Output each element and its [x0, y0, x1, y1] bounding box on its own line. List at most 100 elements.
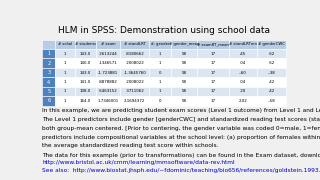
- Text: 3: 3: [47, 70, 50, 75]
- Text: predictors include compositional variables at the school level: (a) proportion o: predictors include compositional variabl…: [43, 135, 320, 140]
- Text: See also:  http://www.biostat.jhsph.edu/~fdominic/teaching/bio656/references/gol: See also: http://www.biostat.jhsph.edu/~…: [43, 168, 320, 173]
- Bar: [121, 40, 149, 49]
- Text: 108.0: 108.0: [80, 89, 91, 93]
- Text: 58: 58: [181, 61, 186, 65]
- Text: -.38: -.38: [268, 71, 275, 75]
- Bar: [149, 40, 171, 49]
- Text: 1: 1: [64, 71, 67, 75]
- Text: 5: 5: [47, 89, 50, 94]
- Text: .42: .42: [268, 80, 274, 84]
- Bar: [149, 87, 171, 96]
- Text: 141.0: 141.0: [80, 80, 91, 84]
- Text: 58: 58: [181, 89, 186, 93]
- Bar: [228, 87, 257, 96]
- Bar: [121, 58, 149, 68]
- Text: The data for this example (prior to transformations) can be found in the Exam da: The data for this example (prior to tran…: [43, 153, 320, 158]
- Text: .2008022: .2008022: [125, 80, 144, 84]
- Bar: [43, 87, 55, 96]
- Text: 17: 17: [210, 80, 215, 84]
- Bar: [121, 77, 149, 87]
- Text: 1: 1: [158, 80, 161, 84]
- Text: .1346571: .1346571: [99, 61, 117, 65]
- Text: 17: 17: [210, 99, 215, 103]
- Text: 2.1694372: 2.1694372: [124, 99, 145, 103]
- Bar: [43, 77, 55, 87]
- Bar: [55, 68, 76, 77]
- Bar: [228, 96, 257, 106]
- Bar: [96, 49, 121, 58]
- Bar: [197, 58, 228, 68]
- Text: 17: 17: [210, 71, 215, 75]
- Text: .04: .04: [240, 61, 246, 65]
- Bar: [55, 49, 76, 58]
- Bar: [76, 96, 96, 106]
- Text: .45: .45: [240, 52, 246, 56]
- Text: 0: 0: [158, 99, 161, 103]
- Text: 2: 2: [47, 61, 50, 66]
- Bar: [121, 68, 149, 77]
- Bar: [43, 96, 55, 106]
- Bar: [76, 87, 96, 96]
- Bar: [55, 40, 76, 49]
- Text: 17: 17: [210, 52, 215, 56]
- Text: 1: 1: [64, 61, 67, 65]
- Bar: [197, 77, 228, 87]
- Text: 1: 1: [47, 51, 50, 56]
- Text: .62: .62: [268, 61, 274, 65]
- Text: 4: 4: [47, 80, 50, 85]
- Text: 1: 1: [64, 80, 67, 84]
- Text: In this example, we are predicting student exam scores (Level 1 outcome) from Le: In this example, we are predicting stude…: [43, 108, 320, 113]
- Bar: [197, 96, 228, 106]
- Bar: [121, 87, 149, 96]
- Bar: [197, 49, 228, 58]
- Text: # gender_mean: # gender_mean: [169, 42, 199, 46]
- Text: # exam: # exam: [101, 42, 116, 46]
- Text: 58: 58: [181, 99, 186, 103]
- Text: .2008022: .2008022: [125, 61, 144, 65]
- Bar: [55, 87, 76, 96]
- Text: 58: 58: [181, 52, 186, 56]
- Bar: [96, 40, 121, 49]
- Bar: [121, 49, 149, 58]
- Bar: [43, 49, 55, 58]
- Text: .2613244: .2613244: [99, 52, 117, 56]
- Text: .6463152: .6463152: [99, 89, 117, 93]
- Bar: [171, 96, 197, 106]
- Text: both group-mean centered. [Prior to centering, the gender variable was coded 0=m: both group-mean centered. [Prior to cent…: [43, 126, 320, 131]
- Bar: [43, 40, 55, 49]
- Bar: [149, 68, 171, 77]
- Bar: [257, 49, 285, 58]
- Text: 1: 1: [64, 89, 67, 93]
- Text: .04: .04: [240, 80, 246, 84]
- Text: 1.7346001: 1.7346001: [98, 99, 119, 103]
- Text: the average standardized reading test score within schools.: the average standardized reading test sc…: [43, 143, 219, 148]
- Text: 140.0: 140.0: [80, 61, 91, 65]
- Text: The Level 1 predictors include gender [genderCWC] and standardized reading test : The Level 1 predictors include gender [g…: [43, 117, 320, 122]
- Text: .3711062: .3711062: [125, 89, 144, 93]
- Text: 0: 0: [158, 71, 161, 75]
- Bar: [228, 68, 257, 77]
- Text: .20: .20: [240, 89, 246, 93]
- Bar: [76, 68, 96, 77]
- Bar: [197, 87, 228, 96]
- Bar: [149, 77, 171, 87]
- Text: 143.0: 143.0: [80, 52, 91, 56]
- Bar: [171, 58, 197, 68]
- Text: 143.0: 143.0: [80, 71, 91, 75]
- Bar: [171, 87, 197, 96]
- Bar: [228, 49, 257, 58]
- Text: # standLRT: # standLRT: [124, 42, 146, 46]
- Bar: [96, 87, 121, 96]
- Text: # schol: # schol: [58, 42, 72, 46]
- Text: 1: 1: [64, 99, 67, 103]
- Bar: [228, 40, 257, 49]
- Bar: [96, 58, 121, 68]
- Text: 1: 1: [158, 52, 161, 56]
- Text: .8878882: .8878882: [99, 80, 117, 84]
- Text: 17: 17: [210, 61, 215, 65]
- Bar: [171, 40, 197, 49]
- Bar: [149, 96, 171, 106]
- Bar: [96, 96, 121, 106]
- Bar: [43, 58, 55, 68]
- Bar: [257, 77, 285, 87]
